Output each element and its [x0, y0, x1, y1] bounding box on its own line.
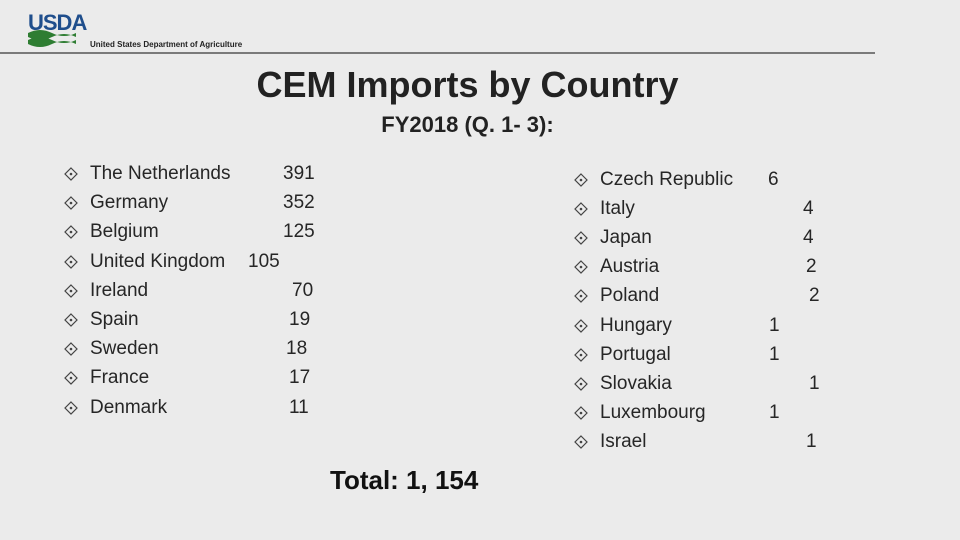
title: CEM Imports by Country: [256, 64, 679, 105]
country-name: Japan: [600, 227, 652, 248]
country-name: Spain: [90, 309, 139, 330]
import-count: 11: [289, 397, 309, 418]
country-name: Ireland: [90, 280, 149, 301]
country-name: Denmark: [90, 397, 168, 418]
bullet: [64, 225, 78, 239]
import-count: 70: [292, 280, 314, 301]
import-count: 17: [289, 367, 311, 388]
import-count: 352: [283, 192, 315, 213]
country-name: Italy: [600, 198, 635, 219]
bullet: [574, 173, 588, 187]
country-name: United Kingdom: [90, 251, 226, 272]
bullet: [64, 401, 78, 415]
subtitle: FY2018 (Q. 1- 3):: [381, 112, 554, 137]
bullet: [64, 196, 78, 210]
import-count: 6: [768, 169, 779, 190]
import-count: 105: [248, 251, 280, 272]
country-name: Luxembourg: [600, 402, 706, 423]
country-name: Sweden: [90, 338, 159, 359]
country-name: Germany: [90, 192, 169, 213]
import-count: 4: [803, 198, 814, 219]
header-graphics: [0, 30, 875, 54]
country-name: Hungary: [600, 315, 672, 336]
country-name: The Netherlands: [90, 163, 231, 184]
import-count: 2: [809, 285, 820, 306]
logo-wave: [28, 37, 76, 47]
import-count: 19: [289, 309, 311, 330]
country-name: Czech Republic: [600, 169, 734, 190]
import-count: 1: [806, 431, 817, 452]
country-name: France: [90, 367, 150, 388]
bullet: [574, 202, 588, 216]
country-name: Poland: [600, 285, 660, 306]
bullet: [574, 435, 588, 449]
country-name: Portugal: [600, 344, 671, 365]
import-count: 1: [809, 373, 820, 394]
bullet: [64, 371, 78, 385]
bullet: [574, 377, 588, 391]
bullet: [574, 231, 588, 245]
import-count: 18: [286, 338, 308, 359]
import-count: 2: [806, 256, 817, 277]
import-count: 1: [769, 344, 780, 365]
logo: USDA: [28, 10, 87, 35]
import-count: 125: [283, 221, 315, 242]
bullet: [64, 255, 78, 269]
country-name: Israel: [600, 431, 647, 452]
country-name: Belgium: [90, 221, 159, 242]
bullet: [574, 348, 588, 362]
country-name: Austria: [600, 256, 660, 277]
bullet: [574, 289, 588, 303]
import-count: 1: [769, 315, 780, 336]
bullet: [574, 406, 588, 420]
import-count: 4: [803, 227, 814, 248]
bullet: [64, 342, 78, 356]
bullet: [64, 284, 78, 298]
import-count: 391: [283, 163, 315, 184]
total: Total: 1, 154: [330, 465, 479, 495]
import-count: 1: [769, 402, 780, 423]
bullet: [574, 260, 588, 274]
bullet: [64, 167, 78, 181]
department: United States Department of Agriculture: [90, 40, 243, 49]
bullet: [64, 313, 78, 327]
country-name: Slovakia: [600, 373, 672, 394]
bullet: [574, 319, 588, 333]
